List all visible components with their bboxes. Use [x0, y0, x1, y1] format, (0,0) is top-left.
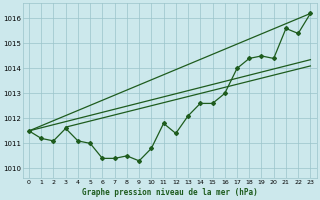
X-axis label: Graphe pression niveau de la mer (hPa): Graphe pression niveau de la mer (hPa) — [82, 188, 258, 197]
